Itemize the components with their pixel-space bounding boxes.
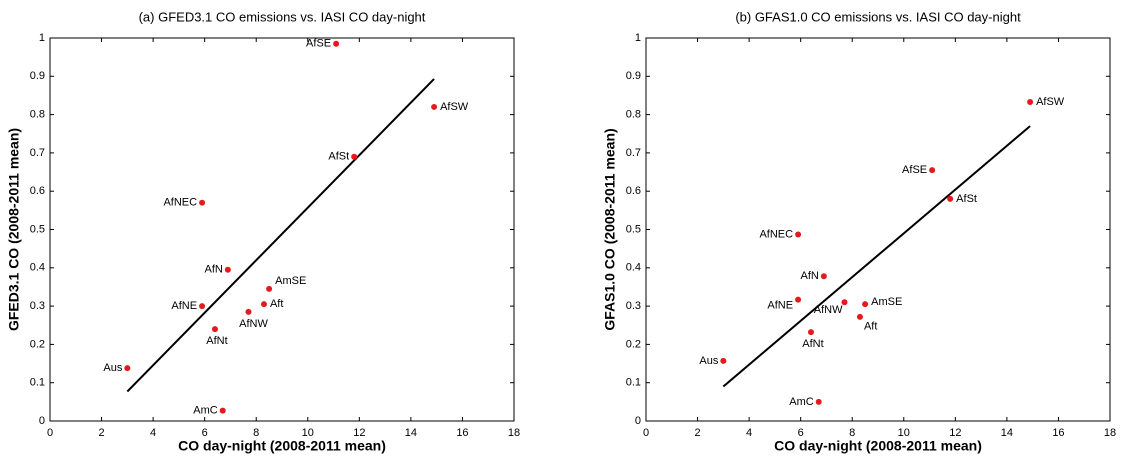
point (1027, 98, 1034, 105)
x-tick-label: 0 (643, 427, 649, 439)
x-tick-label: 4 (746, 427, 752, 439)
x-tick-label: 16 (1052, 427, 1064, 439)
point-label: Aus (103, 362, 122, 374)
x-tick-label: 18 (508, 427, 520, 439)
x-axis-label: CO day-night (2008-2011 mean) (178, 438, 386, 454)
y-tick-label: 0.4 (626, 262, 641, 274)
point (260, 301, 267, 308)
x-tick-label: 18 (1104, 427, 1116, 439)
point (795, 296, 802, 303)
y-tick-label: 0.4 (30, 262, 45, 274)
point (856, 313, 863, 320)
point-label: Aft (864, 321, 877, 333)
point-label: AfNt (206, 335, 227, 347)
y-tick-label: 0.8 (30, 109, 45, 121)
point (947, 195, 954, 202)
point (124, 365, 131, 372)
point-label: AfNE (767, 299, 793, 311)
point-label: AmSE (275, 275, 306, 287)
point-label: AfNt (802, 338, 823, 350)
x-axis-label: CO day-night (2008-2011 mean) (774, 438, 982, 454)
x-tick-label: 2 (694, 427, 700, 439)
point (351, 153, 358, 160)
y-tick-label: 0.1 (30, 377, 45, 389)
point-label: AfN (205, 264, 223, 276)
y-tick-label: 1 (39, 32, 45, 44)
y-tick-label: 0.7 (626, 147, 641, 159)
x-tick-label: 12 (949, 427, 961, 439)
point-label: AfSW (1036, 96, 1065, 108)
x-tick-label: 12 (353, 427, 365, 439)
point-label: AfNE (171, 300, 197, 312)
point (862, 301, 869, 308)
x-tick-label: 0 (47, 427, 53, 439)
point-label: AfNW (814, 304, 843, 316)
y-tick-label: 0.5 (626, 223, 641, 235)
y-tick-label: 0.9 (626, 70, 641, 82)
x-tick-label: 4 (150, 427, 156, 439)
x-tick-label: 2 (98, 427, 104, 439)
fit-line (722, 125, 1031, 388)
x-tick-label: 6 (798, 427, 804, 439)
y-tick-label: 0.3 (30, 300, 45, 312)
y-tick-label: 0.7 (30, 147, 45, 159)
y-tick-label: 0.6 (30, 185, 45, 197)
point-label: AfSE (306, 38, 331, 50)
point-label: AfSt (328, 151, 349, 163)
point (224, 266, 231, 273)
fit-line (126, 78, 435, 393)
point (431, 103, 438, 110)
y-tick-label: 1 (635, 32, 641, 44)
point-label: AmC (789, 396, 814, 408)
point (795, 231, 802, 238)
point-label: AfSE (902, 164, 927, 176)
x-tick-label: 8 (849, 427, 855, 439)
x-tick-label: 6 (202, 427, 208, 439)
point-label: AmC (193, 405, 218, 417)
point (720, 357, 727, 364)
chart-title: (a) GFED3.1 CO emissions vs. IASI CO day… (139, 9, 426, 24)
point-label: AfNEC (163, 197, 197, 209)
y-axis-label: GFAS1.0 CO (2008-2011 mean) (602, 128, 618, 330)
x-tick-label: 8 (253, 427, 259, 439)
point (199, 199, 206, 206)
point-label: AfSW (440, 101, 469, 113)
point (929, 167, 936, 174)
point-label: AfNEC (759, 228, 793, 240)
point-label: Aft (270, 298, 283, 310)
point-label: AfNW (239, 318, 268, 330)
y-tick-label: 0.8 (626, 109, 641, 121)
point (815, 398, 822, 405)
point (820, 273, 827, 280)
x-tick-label: 10 (302, 427, 314, 439)
point-label: AmSE (871, 296, 902, 308)
y-tick-label: 0.6 (626, 185, 641, 197)
point (219, 407, 226, 414)
x-tick-label: 10 (898, 427, 910, 439)
point (199, 303, 206, 310)
y-tick-label: 0.2 (30, 338, 45, 350)
point (211, 326, 218, 333)
point (807, 329, 814, 336)
y-tick-label: 0.2 (626, 338, 641, 350)
y-axis-label: GFED3.1 CO (2008-2011 mean) (6, 128, 22, 331)
x-tick-label: 14 (405, 427, 417, 439)
x-tick-label: 14 (1001, 427, 1013, 439)
point-label: AfN (801, 270, 819, 282)
point (245, 308, 252, 315)
y-tick-label: 0.3 (626, 300, 641, 312)
chart-title: (b) GFAS1.0 CO emissions vs. IASI CO day… (735, 9, 1021, 24)
point-label: AfSt (956, 193, 977, 205)
point (841, 299, 848, 306)
point (266, 285, 273, 292)
x-tick-label: 16 (456, 427, 468, 439)
y-tick-label: 0 (635, 415, 641, 427)
point (333, 40, 340, 47)
y-tick-label: 0.9 (30, 70, 45, 82)
y-tick-label: 0.1 (626, 377, 641, 389)
y-tick-label: 0.5 (30, 223, 45, 235)
y-tick-label: 0 (39, 415, 45, 427)
point-label: Aus (699, 355, 718, 367)
